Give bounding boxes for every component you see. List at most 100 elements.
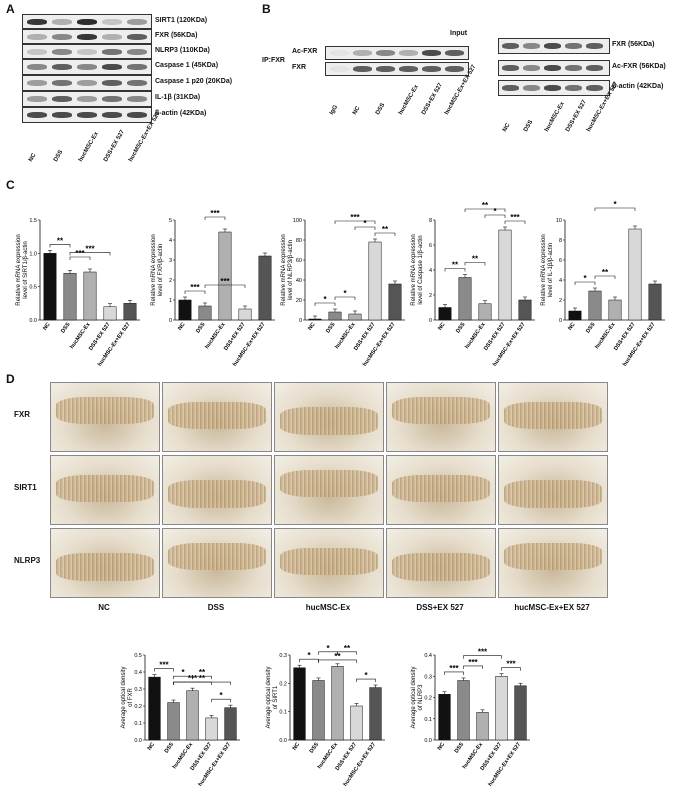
bar (608, 299, 622, 321)
ihc-tissue (504, 542, 602, 570)
blot-band (52, 96, 72, 102)
od-chart-1: 0.0 0.1 0.2 0.3 Average optical density of SI… (266, 644, 385, 788)
ihc-tissue (56, 396, 154, 424)
bar (258, 255, 272, 321)
bar (478, 303, 492, 321)
ihc-image (50, 528, 160, 598)
blot-band (102, 18, 122, 25)
category-label: DSS (164, 741, 176, 754)
y-axis-label: Relative mRNA expression (151, 234, 157, 305)
blot-band (127, 18, 147, 25)
ihc-tissue (392, 475, 490, 503)
y-tick-label: 0.3 (134, 687, 142, 693)
blot-band (127, 48, 147, 55)
blot-band (27, 80, 47, 86)
mrna-chart-0: 0.0 0.5 1.0 1.5 Relative mRNA expression leve… (16, 218, 140, 368)
blot-band (544, 65, 561, 71)
sig-bracket (334, 220, 376, 224)
bar (218, 231, 232, 321)
sig-marker: * (343, 289, 347, 298)
bar (568, 310, 582, 321)
y-tick-label: 0.2 (424, 696, 432, 702)
y-tick-label: 3 (169, 258, 172, 264)
blot-band (77, 33, 97, 40)
sig-marker: *** (510, 213, 520, 222)
blot-band (27, 112, 47, 118)
blot-band (127, 80, 147, 86)
sig-marker: *** (190, 283, 200, 292)
y-tick-label: 8 (429, 218, 432, 224)
sig-marker: ** (482, 201, 489, 210)
blot-band (127, 112, 147, 118)
blot-band (77, 112, 97, 118)
blot-band (422, 66, 441, 72)
blot-band (544, 85, 561, 91)
sig-bracket (444, 268, 466, 272)
ihc-row-label: FXR (14, 410, 30, 419)
blot-label-a: IL-1β (31KDa) (155, 94, 201, 101)
y-tick-label: 1 (169, 298, 172, 304)
lane-label-input: DSS (523, 119, 535, 133)
lane-label-a: DSS (53, 149, 65, 163)
blot-band (77, 96, 97, 102)
y-tick-label: 4 (559, 278, 562, 284)
y-tick-label: 0.4 (134, 670, 142, 676)
sig-bracket (574, 281, 596, 285)
sig-marker: ** (382, 225, 389, 234)
y-tick-label: 8 (559, 238, 562, 244)
lane-label-ip: hucMSC-Ex (398, 84, 420, 116)
bar (238, 308, 252, 321)
sig-bracket (464, 262, 486, 266)
ihc-tissue (56, 553, 154, 581)
blot-band (445, 50, 464, 56)
sig-bracket (354, 226, 376, 230)
sig-marker: ** (57, 236, 64, 245)
input-title: Input (450, 30, 468, 37)
ihc-col-label: DSS+EX 527 (416, 603, 464, 612)
sig-bracket (211, 698, 231, 703)
blot-label-a: FXR (56KDa) (155, 32, 198, 39)
blot-band (502, 85, 519, 91)
mrna-chart-4: 0 2 4 6 8 10 Relative mRNA expression level of … (541, 200, 665, 368)
bar (457, 680, 470, 741)
y-axis-label: Average optical density (411, 667, 417, 729)
bar (328, 311, 342, 321)
blot-band (102, 96, 122, 102)
ihc-image (386, 382, 496, 452)
bar (518, 299, 532, 321)
sig-marker: * (583, 274, 587, 283)
ihc-tissue (392, 396, 490, 424)
ihc-col-label: hucMSC-Ex (305, 603, 351, 612)
blot-band (27, 48, 47, 55)
sig-bracket (463, 665, 483, 669)
ihc-row-label: NLRP3 (14, 556, 41, 565)
blot-band (127, 96, 147, 102)
blot-band (330, 66, 349, 72)
panel-e-optical-density-charts: 0.0 0.1 0.2 0.3 0.4 0.5 Average optical densit… (121, 644, 530, 788)
bar (186, 690, 199, 741)
blot-label-a: β-actin (42KDa) (155, 110, 207, 117)
blot-band (523, 85, 540, 91)
mrna-chart-3: 0 2 4 6 8 Relative mRNA expression level of Ca… (411, 201, 535, 368)
y-tick-label: 0.1 (134, 721, 142, 727)
sig-bracket (463, 655, 502, 659)
blot-a-2 (22, 44, 152, 59)
blot-a-6 (22, 107, 152, 123)
y-tick-label: 0 (429, 318, 432, 324)
blot-band (102, 48, 122, 55)
sig-marker: *** (350, 213, 360, 222)
ihc-tissue (56, 475, 154, 503)
sig-marker: * (326, 644, 330, 653)
sig-marker: ** (472, 255, 479, 264)
y-tick-label: 20 (296, 298, 302, 304)
blot-input-0 (498, 38, 610, 54)
y-tick-label: 100 (293, 218, 302, 224)
category-label: NC (437, 742, 446, 752)
lane-label-input: hucMSC-Ex (544, 101, 566, 133)
y-tick-label: 0.0 (279, 738, 287, 744)
bar (293, 667, 306, 741)
ihc-tissue (504, 402, 602, 430)
ihc-image (274, 528, 384, 598)
bar (648, 283, 662, 321)
